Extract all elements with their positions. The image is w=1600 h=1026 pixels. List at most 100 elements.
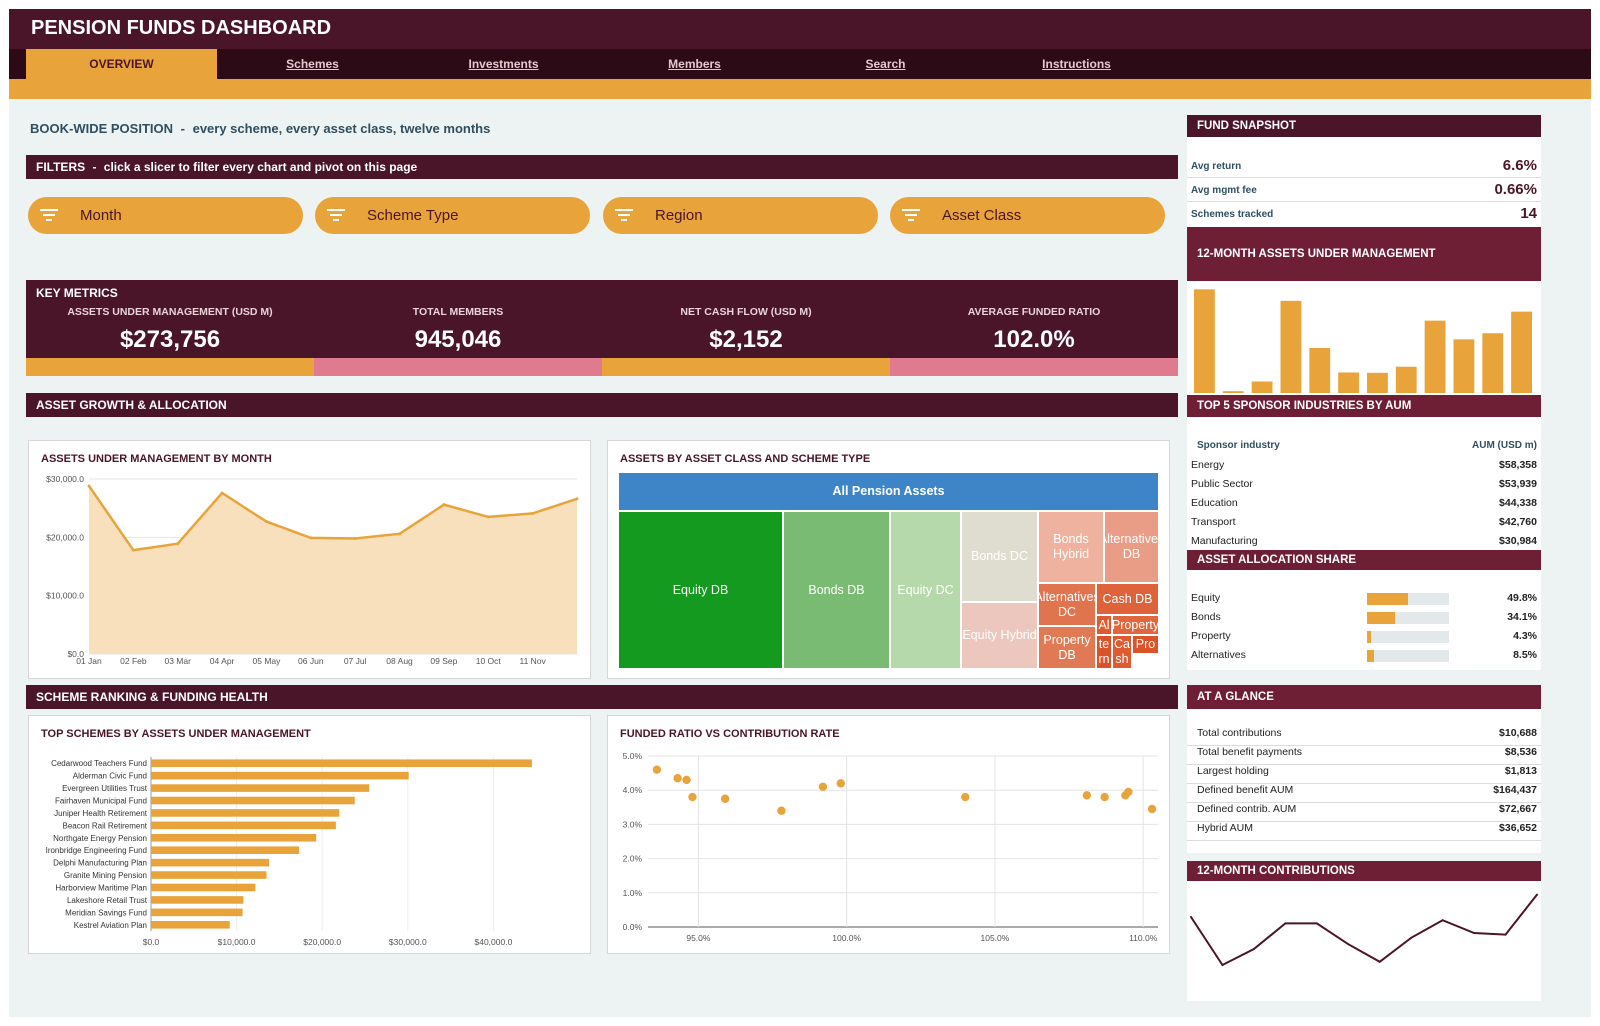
treemap-cell[interactable]: Property DB bbox=[1039, 627, 1095, 668]
treemap-root[interactable]: All Pension Assets bbox=[619, 473, 1158, 510]
mini-bar[interactable] bbox=[1251, 381, 1273, 393]
area-line bbox=[87, 485, 578, 552]
line-point[interactable] bbox=[1221, 964, 1224, 966]
mini-bar[interactable] bbox=[1280, 300, 1302, 393]
key-metrics-title: KEY METRICS bbox=[36, 286, 118, 300]
data-point[interactable] bbox=[131, 548, 135, 552]
scatter-point[interactable] bbox=[1147, 804, 1157, 814]
mini-bar[interactable] bbox=[1367, 372, 1388, 393]
treemap-cell[interactable]: Equity DB bbox=[619, 512, 782, 668]
line-point[interactable] bbox=[1473, 932, 1476, 934]
data-point[interactable] bbox=[176, 542, 180, 546]
bar[interactable] bbox=[151, 920, 230, 929]
bar[interactable] bbox=[151, 896, 244, 904]
y-tick-label: $10,000.0 bbox=[46, 591, 84, 601]
slicer-label: Asset Class bbox=[942, 207, 1022, 224]
data-point[interactable] bbox=[398, 532, 402, 536]
data-point[interactable] bbox=[575, 497, 579, 501]
treemap-cell[interactable]: Property bbox=[1113, 616, 1158, 634]
bar[interactable] bbox=[151, 858, 270, 867]
treemap-cell[interactable]: Alternatives DB bbox=[1105, 512, 1158, 582]
line-point[interactable] bbox=[1504, 933, 1507, 936]
slicer-asset-class[interactable]: Asset Class bbox=[890, 197, 1165, 234]
mini-bar[interactable] bbox=[1395, 366, 1417, 393]
treemap-cell[interactable]: Bonds DC bbox=[962, 512, 1037, 601]
bar-category-label: Meridian Savings Fund bbox=[65, 908, 147, 917]
tab-schemes[interactable]: Schemes bbox=[286, 57, 339, 71]
line-point[interactable] bbox=[1252, 948, 1255, 950]
line-point[interactable] bbox=[1284, 922, 1287, 925]
tab-instructions[interactable]: Instructions bbox=[1042, 57, 1111, 71]
line-point[interactable] bbox=[1536, 893, 1538, 896]
scatter-point[interactable] bbox=[673, 774, 682, 783]
tab-members[interactable]: Members bbox=[668, 57, 721, 71]
mini-bar[interactable] bbox=[1222, 391, 1244, 393]
bar[interactable] bbox=[151, 809, 340, 817]
scatter-point[interactable] bbox=[652, 765, 662, 774]
treemap-cell[interactable]: Bonds DB bbox=[784, 512, 889, 668]
scatter-point[interactable] bbox=[1124, 787, 1133, 797]
data-point[interactable] bbox=[220, 491, 224, 495]
slicer-region[interactable]: Region bbox=[603, 197, 878, 234]
y-tick-label: $30,000.0 bbox=[46, 474, 84, 484]
mini-bar[interactable] bbox=[1194, 289, 1215, 393]
slicer-scheme-type[interactable]: Scheme Type bbox=[315, 197, 590, 234]
bar[interactable] bbox=[151, 908, 243, 917]
tab-overview[interactable]: OVERVIEW bbox=[26, 49, 217, 79]
scatter-point[interactable] bbox=[1100, 792, 1109, 802]
mini-bar[interactable] bbox=[1424, 320, 1446, 393]
column-header: Sponsor industry bbox=[1197, 440, 1280, 451]
bar[interactable] bbox=[151, 883, 256, 892]
treemap-cell[interactable]: Al bbox=[1097, 616, 1111, 634]
mini-bar[interactable] bbox=[1482, 333, 1504, 393]
scatter-point[interactable] bbox=[961, 792, 970, 802]
line-point[interactable] bbox=[1410, 936, 1413, 939]
tab-search[interactable]: Search bbox=[865, 57, 906, 71]
row-label: Property bbox=[1191, 630, 1231, 642]
mini-bar[interactable] bbox=[1338, 372, 1359, 393]
treemap-cell[interactable]: Bonds Hybrid bbox=[1039, 512, 1103, 582]
bar[interactable] bbox=[151, 833, 317, 842]
bar[interactable] bbox=[151, 796, 355, 805]
bar[interactable] bbox=[151, 871, 267, 879]
data-point[interactable] bbox=[309, 536, 313, 540]
line-point[interactable] bbox=[1347, 943, 1350, 946]
bar[interactable] bbox=[151, 846, 300, 855]
bar[interactable] bbox=[151, 784, 370, 792]
data-point[interactable] bbox=[264, 520, 268, 524]
slicer-month[interactable]: Month bbox=[28, 197, 303, 234]
share-bar-track bbox=[1367, 650, 1449, 662]
line-point[interactable] bbox=[1190, 916, 1192, 918]
treemap-cell[interactable]: Equity DC bbox=[891, 512, 960, 668]
line-point[interactable] bbox=[1378, 960, 1381, 963]
mini-bar[interactable] bbox=[1511, 311, 1532, 393]
bar[interactable] bbox=[151, 771, 409, 780]
row-value: $53,939 bbox=[1499, 478, 1537, 490]
row-label: Education bbox=[1191, 497, 1238, 509]
data-point[interactable] bbox=[442, 503, 446, 507]
line-point[interactable] bbox=[1441, 919, 1444, 922]
mini-bar[interactable] bbox=[1309, 348, 1331, 393]
bar[interactable] bbox=[151, 821, 336, 830]
bar[interactable] bbox=[151, 759, 532, 768]
data-point[interactable] bbox=[87, 484, 91, 488]
treemap-cell[interactable]: Pro bbox=[1133, 636, 1158, 653]
scatter-point[interactable] bbox=[720, 794, 730, 803]
mini-bar[interactable] bbox=[1453, 339, 1475, 393]
scatter-point[interactable] bbox=[777, 806, 786, 815]
scatter-point[interactable] bbox=[818, 782, 828, 791]
scatter-point[interactable] bbox=[682, 775, 691, 785]
treemap-cell[interactable]: Alternatives DC bbox=[1039, 584, 1095, 625]
treemap-cell[interactable]: Ca sh bbox=[1113, 636, 1131, 668]
treemap-cell[interactable]: te rn bbox=[1097, 636, 1111, 668]
data-point[interactable] bbox=[353, 537, 357, 540]
treemap-cell[interactable]: Cash DB bbox=[1097, 584, 1158, 614]
data-point[interactable] bbox=[531, 511, 535, 515]
line-point[interactable] bbox=[1315, 922, 1318, 925]
scatter-point[interactable] bbox=[836, 779, 845, 788]
treemap-cell[interactable]: Equity Hybrid bbox=[962, 603, 1037, 668]
scatter-point[interactable] bbox=[688, 792, 697, 802]
scatter-point[interactable] bbox=[1082, 791, 1092, 800]
data-point[interactable] bbox=[486, 515, 490, 519]
tab-investments[interactable]: Investments bbox=[468, 57, 539, 71]
